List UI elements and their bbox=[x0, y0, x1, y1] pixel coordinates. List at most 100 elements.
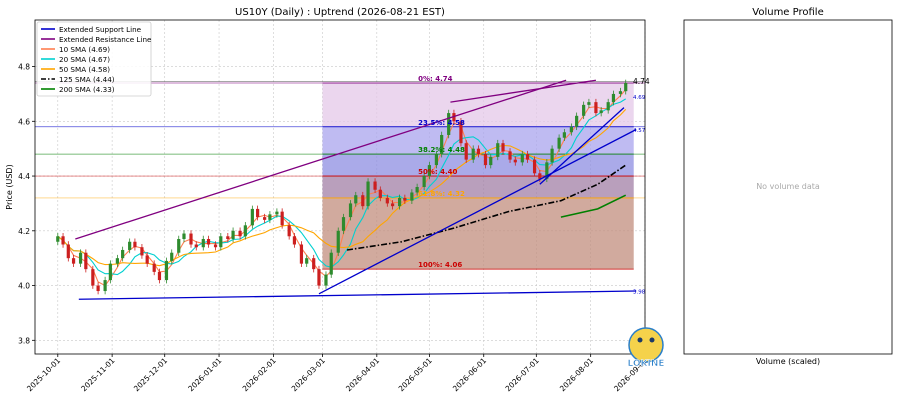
trendline-support-2 bbox=[318, 128, 637, 295]
candle-body bbox=[496, 143, 500, 157]
x-tick-label: 2025-10-01 bbox=[25, 356, 62, 393]
candle-body bbox=[557, 137, 561, 149]
candle-body bbox=[550, 148, 554, 163]
y-tick-label: 4.0 bbox=[18, 282, 30, 291]
price-label: 4.69 bbox=[633, 95, 646, 101]
trendline-resistance-2 bbox=[450, 79, 597, 103]
candle-body bbox=[599, 110, 603, 114]
candle-body bbox=[427, 165, 431, 177]
volume-profile-title: Volume Profile bbox=[752, 7, 823, 18]
x-tick-label: 2026-03-01 bbox=[290, 356, 327, 393]
candle-body bbox=[226, 236, 230, 240]
candle-body bbox=[312, 258, 316, 270]
candle-body bbox=[513, 159, 517, 163]
mascot-eye-left bbox=[637, 337, 643, 343]
candle-body bbox=[115, 258, 119, 264]
candle-body bbox=[250, 208, 254, 226]
candle-body bbox=[508, 151, 512, 160]
x-tick-label: 2025-12-01 bbox=[132, 356, 169, 393]
candle-body bbox=[238, 230, 242, 237]
legend-label: Extended Resistance Line bbox=[59, 35, 152, 44]
candle-body bbox=[231, 230, 235, 240]
y-tick-label: 4.4 bbox=[18, 172, 30, 181]
sma-125-line bbox=[346, 164, 627, 251]
fib-level-label: 61.8%: 4.32 bbox=[418, 190, 465, 198]
candle-body bbox=[292, 236, 297, 245]
x-tick-label: 2026-08-01 bbox=[558, 356, 595, 393]
chart-title: US10Y (Daily) : Uptrend (2026-08-21 EST) bbox=[235, 7, 445, 18]
y-tick-label: 3.8 bbox=[18, 336, 30, 345]
candle-body bbox=[206, 239, 211, 245]
fib-zone bbox=[322, 197, 634, 270]
candle-body bbox=[213, 244, 218, 248]
candle-body bbox=[170, 252, 174, 261]
candle-body bbox=[611, 93, 616, 103]
candle-body bbox=[157, 271, 162, 281]
candle-body bbox=[594, 102, 598, 114]
price-label: 3.98 bbox=[633, 290, 646, 296]
fib-level-label: 100%: 4.06 bbox=[418, 261, 462, 269]
candle-body bbox=[415, 187, 419, 193]
fib-zone bbox=[322, 176, 634, 198]
candle-body bbox=[133, 241, 137, 248]
fib-level-label: 50%: 4.40 bbox=[418, 168, 457, 176]
candle-body bbox=[410, 192, 414, 201]
sma-200-line bbox=[560, 194, 627, 218]
volume-profile-panel bbox=[683, 19, 893, 355]
legend-label: 125 SMA (4.44) bbox=[59, 75, 115, 84]
candle-body bbox=[96, 285, 100, 292]
candle-body bbox=[317, 269, 321, 286]
candle-body bbox=[103, 280, 107, 292]
candle-body bbox=[324, 274, 328, 286]
candle-body bbox=[182, 233, 186, 240]
candle-body bbox=[366, 181, 370, 207]
y-axis: 3.8 4.0 4.2 4.4 4.6 4.8 bbox=[18, 63, 35, 345]
fib-level-label: 23.5%: 4.58 bbox=[418, 119, 465, 127]
candle-body bbox=[177, 239, 181, 253]
candle-body bbox=[145, 255, 149, 264]
candle-body bbox=[532, 159, 537, 174]
candle-body bbox=[606, 102, 610, 111]
legend-label: 20 SMA (4.67) bbox=[59, 55, 110, 64]
y-tick-label: 4.8 bbox=[18, 63, 30, 72]
candle-body bbox=[378, 189, 382, 198]
candle-body bbox=[275, 211, 279, 215]
candle-body bbox=[582, 104, 586, 116]
x-tick-label: 2025-11-01 bbox=[79, 356, 116, 393]
candle-body bbox=[489, 156, 493, 166]
x-tick-label: 2026-04-01 bbox=[344, 356, 381, 393]
candle-body bbox=[78, 252, 83, 264]
candle-body bbox=[108, 263, 112, 281]
y-tick-label: 4.6 bbox=[18, 117, 30, 126]
candle-body bbox=[263, 217, 267, 220]
legend-label: 200 SMA (4.33) bbox=[59, 85, 115, 94]
candle-body bbox=[341, 217, 346, 231]
legend-label: 50 SMA (4.58) bbox=[59, 65, 110, 74]
candle-body bbox=[66, 244, 70, 259]
x-tick-label: 2026-07-01 bbox=[504, 356, 541, 393]
candle-body bbox=[501, 143, 505, 152]
candle-body bbox=[483, 154, 488, 166]
candle-body bbox=[403, 197, 407, 201]
candle-body bbox=[447, 113, 451, 135]
candle-body bbox=[545, 162, 549, 179]
candle-body bbox=[61, 236, 65, 245]
candle-body bbox=[71, 258, 76, 264]
candle-body bbox=[390, 203, 395, 207]
candle-body bbox=[464, 143, 468, 160]
candle-body bbox=[189, 233, 193, 245]
candle-body bbox=[422, 176, 426, 187]
watermark-text: LOKINE bbox=[627, 359, 664, 369]
sma-20-line bbox=[57, 98, 626, 276]
candle-body bbox=[562, 132, 566, 138]
candle-body bbox=[140, 247, 144, 256]
candle-body bbox=[194, 244, 198, 248]
mascot-eye-right bbox=[649, 337, 655, 343]
candle-body bbox=[256, 208, 260, 218]
volume-x-axis-label: Volume (scaled) bbox=[756, 357, 820, 366]
candle-body bbox=[525, 154, 530, 160]
candle-body bbox=[459, 121, 463, 144]
fibonacci-labels: 0%: 4.74 23.5%: 4.58 38.2%: 4.48 50%: 4.40 6… bbox=[418, 75, 465, 269]
candle-body bbox=[569, 126, 573, 133]
